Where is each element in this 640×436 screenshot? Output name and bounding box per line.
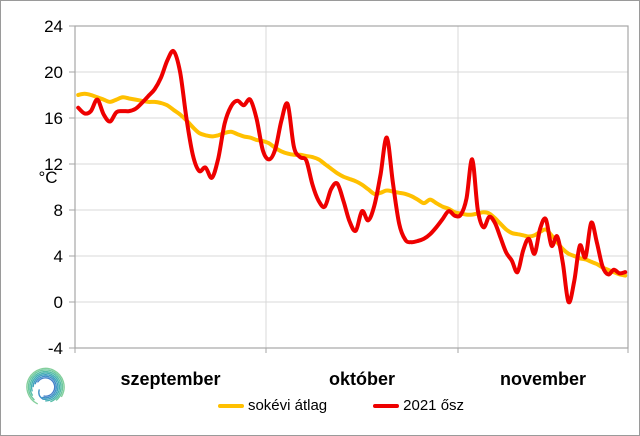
month-label-3: november bbox=[499, 369, 587, 389]
y-axis-tick-label: 8 bbox=[53, 201, 63, 220]
month-label-2: október bbox=[328, 369, 396, 389]
y-axis-tick-label: 24 bbox=[44, 17, 63, 36]
y-axis-tick-label: -4 bbox=[47, 339, 63, 358]
y-axis-tick-label: 4 bbox=[53, 247, 63, 266]
legend-item-1: sokévi átlag bbox=[217, 397, 328, 414]
year-2021-series-line bbox=[76, 48, 628, 305]
y-axis-tick-label: 12 bbox=[44, 155, 63, 174]
average-series-line bbox=[76, 91, 628, 278]
month-label-1: szeptember bbox=[120, 369, 221, 389]
y-axis-unit-label: °C bbox=[38, 168, 58, 187]
spiral-cyclone-logo bbox=[26, 367, 65, 407]
y-axis-tick-label: 0 bbox=[53, 293, 63, 312]
legend-item-2: 2021 ősz bbox=[373, 398, 464, 413]
legend-label: sokévi átlag bbox=[247, 397, 328, 414]
y-axis-tick-label: 20 bbox=[44, 63, 63, 82]
legend: sokévi átlag 2021 ősz bbox=[1, 398, 639, 413]
legend-label: 2021 ősz bbox=[403, 397, 465, 414]
legend-line-swatch bbox=[373, 403, 400, 408]
plot-border bbox=[74, 25, 629, 349]
legend-line-swatch bbox=[217, 403, 244, 408]
y-axis-tick-label: 16 bbox=[44, 109, 63, 128]
